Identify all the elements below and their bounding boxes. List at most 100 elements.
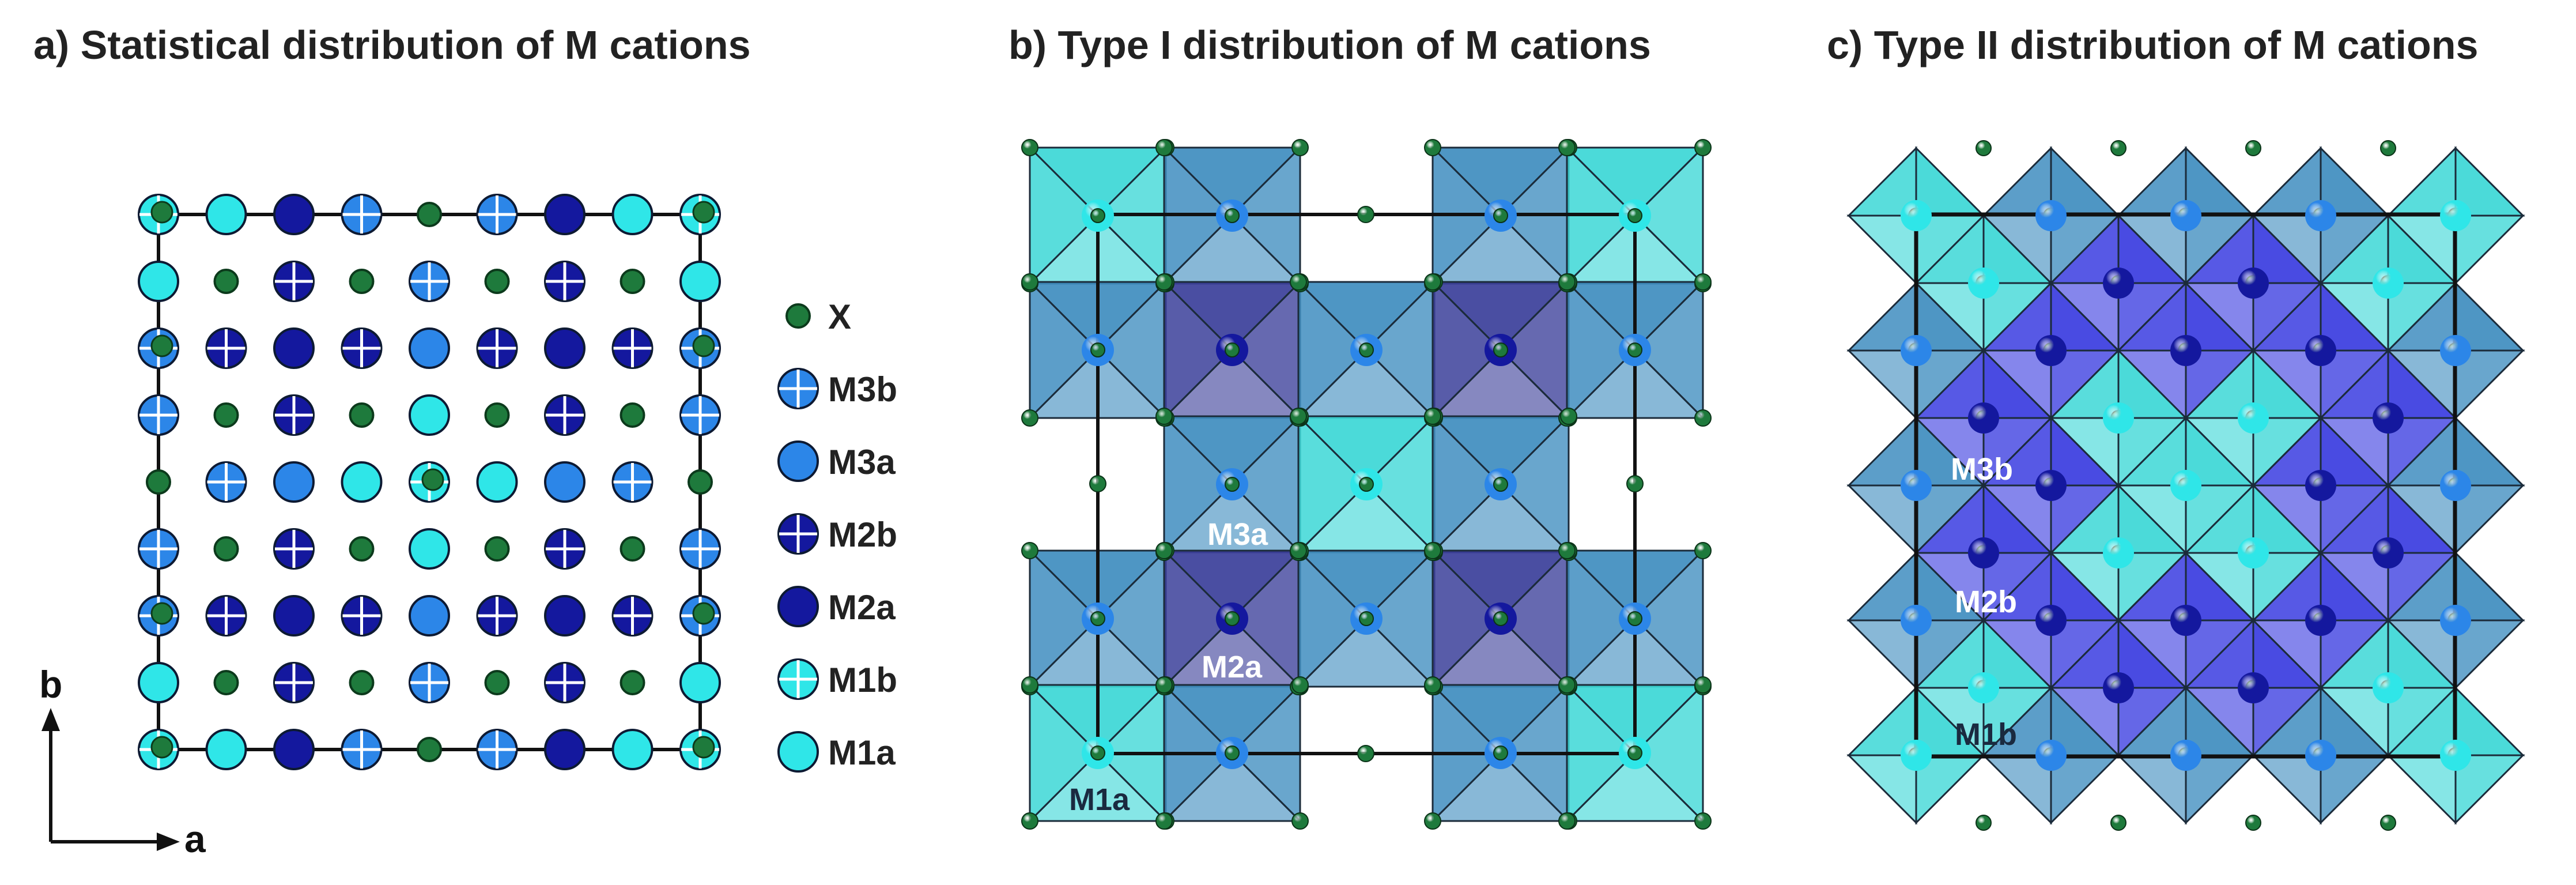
site-x bbox=[484, 536, 510, 562]
site-m2a bbox=[273, 595, 315, 637]
site-m3b bbox=[611, 461, 654, 503]
site-label-m2a: M2a bbox=[1202, 650, 1263, 684]
x-atom bbox=[1225, 477, 1240, 492]
x-atom bbox=[1225, 745, 1240, 760]
x-atom bbox=[1976, 140, 1992, 156]
panel-b: M3a M2a M1a bbox=[1021, 139, 1712, 830]
site-m2b bbox=[273, 528, 315, 570]
legend-symbol-m3b bbox=[777, 368, 819, 409]
x-atom bbox=[1558, 542, 1576, 559]
x-atom bbox=[1424, 812, 1441, 830]
x-atom bbox=[1021, 542, 1038, 559]
site-x bbox=[213, 536, 239, 562]
site-m2b bbox=[205, 595, 247, 637]
site-m1a bbox=[611, 194, 654, 235]
octahedron-m2 bbox=[2184, 618, 2323, 758]
legend-symbol-m2a bbox=[777, 586, 819, 627]
x-atom bbox=[1694, 273, 1712, 291]
overlap-x-atom bbox=[692, 602, 715, 625]
a-axis-arrowhead bbox=[157, 833, 180, 851]
octahedron-m3 bbox=[1296, 548, 1437, 689]
cation-m2 bbox=[2035, 605, 2067, 636]
site-m1a bbox=[205, 194, 247, 235]
overlap-x-atom bbox=[150, 201, 173, 224]
site-m1a bbox=[138, 261, 179, 302]
site-m1a bbox=[476, 461, 518, 503]
site-m1a bbox=[205, 729, 247, 770]
site-x bbox=[213, 670, 239, 695]
site-label-m3b: M3b bbox=[1951, 452, 2013, 487]
cation-m3 bbox=[2440, 605, 2471, 636]
cation-m1 bbox=[2373, 672, 2404, 703]
x-atom bbox=[2110, 815, 2126, 831]
x-atom bbox=[1694, 139, 1712, 156]
x-atom bbox=[1291, 812, 1309, 830]
cation-m3 bbox=[2440, 335, 2471, 366]
site-m3b bbox=[205, 461, 247, 503]
cation-m2 bbox=[2238, 672, 2269, 703]
cation-m3 bbox=[2035, 740, 2067, 771]
site-m2a bbox=[544, 729, 586, 770]
site-m2b bbox=[544, 528, 586, 570]
octahedron-m1 bbox=[2184, 483, 2323, 623]
site-m2a bbox=[544, 327, 586, 369]
site-m2b bbox=[273, 394, 315, 436]
octahedron-m2 bbox=[1914, 483, 2053, 623]
x-atom bbox=[1359, 611, 1374, 626]
cation-m1 bbox=[1968, 672, 1999, 703]
cation-m3 bbox=[1901, 470, 1932, 501]
x-atom bbox=[1627, 208, 1642, 223]
x-atom bbox=[1290, 408, 1307, 425]
x-atom bbox=[2110, 140, 2126, 156]
octahedron-m2 bbox=[1162, 548, 1302, 689]
x-atom bbox=[1627, 342, 1642, 357]
cation-m2 bbox=[1968, 537, 1999, 568]
x-atom bbox=[1090, 342, 1105, 357]
site-m3a bbox=[544, 461, 586, 503]
site-m2b bbox=[544, 394, 586, 436]
overlap-x-atom bbox=[150, 602, 173, 625]
site-m2b bbox=[273, 662, 315, 703]
x-atom bbox=[1290, 273, 1307, 291]
panel-c-title: c) Type II distribution of M cations bbox=[1827, 22, 2479, 67]
site-m1a bbox=[409, 394, 450, 436]
panel-b-title: b) Type I distribution of M cations bbox=[1009, 22, 1651, 67]
x-atom bbox=[1694, 812, 1712, 830]
site-x bbox=[417, 202, 442, 227]
octahedron-m2 bbox=[1914, 348, 2053, 488]
b-axis-arrowhead bbox=[41, 708, 60, 731]
octahedron-m1 bbox=[1914, 213, 2053, 353]
x-atom bbox=[1424, 139, 1441, 156]
legend-symbol-m2b bbox=[777, 513, 819, 555]
site-x bbox=[146, 469, 171, 495]
cation-m1 bbox=[1968, 268, 1999, 299]
site-m1a bbox=[138, 662, 179, 703]
octahedron-m1 bbox=[2318, 618, 2458, 758]
cation-m2 bbox=[2305, 335, 2336, 366]
legend-label-m1a: M1a bbox=[828, 733, 896, 772]
octahedron-m1 bbox=[2318, 213, 2458, 353]
site-m2a bbox=[544, 595, 586, 637]
a-axis-label: a bbox=[184, 818, 206, 860]
site-m2a bbox=[544, 194, 586, 235]
site-x bbox=[213, 402, 239, 428]
x-atom bbox=[1694, 409, 1712, 427]
site-x bbox=[620, 670, 645, 695]
x-atom bbox=[1090, 611, 1105, 626]
cation-m1 bbox=[2103, 537, 2134, 568]
x-atom bbox=[1090, 208, 1105, 223]
site-x bbox=[620, 402, 645, 428]
overlap-x-atom bbox=[150, 736, 173, 759]
cation-m2 bbox=[2035, 470, 2067, 501]
cation-m3 bbox=[2170, 200, 2201, 231]
site-m2b bbox=[341, 595, 383, 637]
site-m3b bbox=[341, 194, 383, 235]
site-m2b bbox=[476, 327, 518, 369]
cation-m3 bbox=[2170, 740, 2201, 771]
site-m1a bbox=[679, 662, 721, 703]
x-atom bbox=[1694, 542, 1712, 559]
legend-label-m1b: M1b bbox=[828, 661, 897, 699]
x-atom bbox=[1155, 408, 1173, 425]
cation-m1 bbox=[1901, 740, 1932, 771]
site-m1a bbox=[611, 729, 654, 770]
